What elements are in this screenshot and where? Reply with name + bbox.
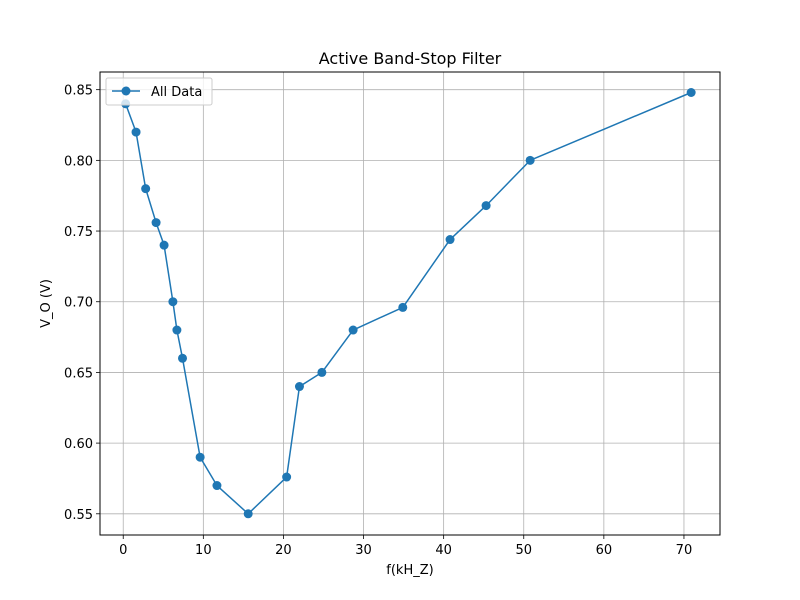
y-tick-label: 0.60 [64,437,93,452]
x-tick-label: 60 [596,543,613,558]
data-point [348,325,358,335]
x-axis-label: f(kH_Z) [386,563,433,578]
data-point [398,302,408,312]
series-layer [121,87,696,519]
y-tick-label: 0.80 [64,154,93,169]
data-point [686,87,696,97]
legend-label: All Data [151,85,202,100]
data-point [212,481,222,491]
data-point [195,452,205,462]
x-axis: 0 10 20 30 40 50 60 70 [119,535,692,558]
legend: All Data [105,77,213,106]
data-point [131,127,141,137]
data-point [151,218,161,228]
data-point [172,325,182,335]
x-tick-label: 20 [275,543,292,558]
data-point [141,184,151,194]
x-tick-label: 40 [435,543,452,558]
x-tick-label: 0 [119,543,127,558]
data-point [159,240,169,250]
y-tick-label: 0.75 [64,225,93,240]
legend-box [105,77,213,106]
chart-title: Active Band-Stop Filter [319,49,502,68]
data-point [294,382,304,392]
data-point [525,155,535,165]
y-tick-label: 0.55 [64,508,93,523]
y-tick-label: 0.70 [64,296,93,311]
data-point [243,509,253,519]
data-point [481,201,491,211]
plot-frame [99,71,721,536]
y-tick-label: 0.65 [64,366,93,381]
data-point [168,297,178,307]
grid [100,72,720,535]
y-axis-label: V_O (V) [39,279,54,328]
y-axis: 0.55 0.60 0.65 0.70 0.75 0.80 0.85 [64,84,100,523]
legend-marker [121,86,131,96]
data-point [178,353,188,363]
y-tick-label: 0.85 [64,84,93,99]
x-tick-label: 10 [195,543,212,558]
data-point [282,472,292,482]
x-tick-label: 50 [515,543,532,558]
x-tick-label: 30 [355,543,372,558]
x-tick-label: 70 [676,543,693,558]
data-point [317,367,327,377]
data-point [445,235,455,245]
